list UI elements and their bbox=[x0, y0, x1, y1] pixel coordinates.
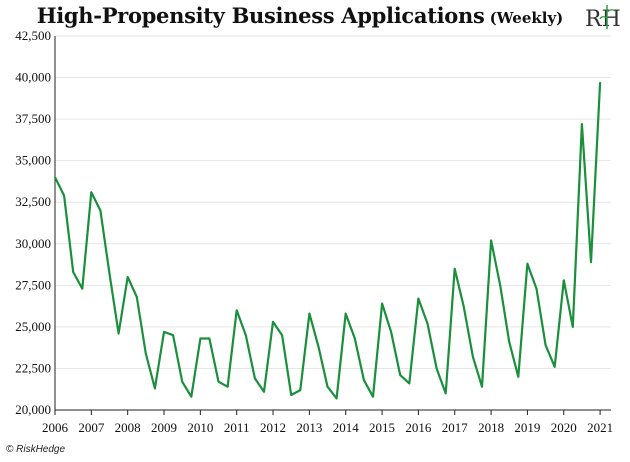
x-tick-label: 2009 bbox=[151, 420, 177, 435]
data-point bbox=[562, 279, 565, 282]
data-point bbox=[163, 331, 165, 333]
data-point bbox=[535, 287, 538, 290]
data-point bbox=[354, 337, 356, 340]
data-point bbox=[54, 176, 56, 179]
x-tick-label: 2017 bbox=[442, 420, 469, 435]
data-point bbox=[499, 284, 501, 287]
data-point bbox=[508, 341, 511, 343]
y-tick-label: 22,500 bbox=[15, 360, 51, 375]
data-point bbox=[363, 379, 365, 381]
x-tick-label: 2010 bbox=[187, 420, 213, 435]
data-point bbox=[145, 352, 147, 355]
data-point bbox=[581, 123, 583, 125]
data-point bbox=[399, 374, 402, 376]
data-point bbox=[417, 297, 420, 300]
data-point bbox=[208, 337, 211, 340]
x-tick-label: 2012 bbox=[260, 420, 286, 435]
data-point bbox=[172, 334, 174, 337]
data-point bbox=[599, 81, 601, 84]
data-point bbox=[590, 261, 592, 263]
data-point bbox=[553, 365, 556, 368]
data-point bbox=[99, 209, 102, 212]
data-point bbox=[272, 321, 274, 323]
data-point bbox=[381, 302, 383, 305]
y-tick-label: 27,500 bbox=[15, 277, 51, 292]
data-point bbox=[572, 326, 574, 328]
data-point bbox=[335, 397, 338, 400]
x-tick-label: 2016 bbox=[405, 420, 432, 435]
data-point bbox=[444, 392, 447, 395]
data-point bbox=[435, 367, 438, 370]
data-point bbox=[326, 385, 329, 388]
x-tick-label: 2019 bbox=[514, 420, 540, 435]
y-tick-label: 30,000 bbox=[15, 236, 51, 251]
data-point bbox=[235, 309, 238, 312]
data-point bbox=[199, 337, 202, 340]
data-point bbox=[481, 385, 483, 388]
data-point bbox=[308, 312, 311, 315]
chart-title-main: High-Propensity Business Applications bbox=[36, 3, 485, 28]
data-point bbox=[72, 271, 74, 273]
data-point bbox=[263, 390, 265, 393]
y-tick-label: 35,000 bbox=[15, 153, 51, 168]
y-tick-label: 20,000 bbox=[15, 402, 51, 417]
x-tick-label: 2018 bbox=[478, 420, 504, 435]
riskhedge-logo: RH bbox=[585, 5, 621, 32]
data-point bbox=[490, 239, 492, 242]
data-point bbox=[517, 375, 520, 378]
data-point bbox=[290, 394, 293, 396]
data-point bbox=[390, 331, 392, 333]
data-point bbox=[63, 194, 65, 197]
data-point bbox=[472, 356, 474, 358]
copyright-footer: © RiskHedge bbox=[6, 444, 66, 455]
data-point bbox=[135, 296, 138, 298]
series-line bbox=[54, 82, 602, 400]
data-point bbox=[317, 346, 320, 348]
data-point bbox=[426, 322, 429, 325]
data-point bbox=[90, 191, 93, 194]
data-point bbox=[408, 382, 411, 385]
x-tick-label: 2014 bbox=[333, 420, 360, 435]
data-point bbox=[344, 312, 347, 315]
grid-layer bbox=[55, 35, 611, 369]
data-point bbox=[117, 332, 120, 335]
y-tick-label: 25,000 bbox=[15, 319, 51, 334]
data-point bbox=[244, 334, 247, 337]
data-point bbox=[81, 287, 84, 290]
series-layer bbox=[54, 81, 602, 400]
x-tick-label: 2006 bbox=[42, 420, 69, 435]
x-tick-label: 2013 bbox=[296, 420, 322, 435]
data-point bbox=[372, 395, 374, 398]
data-point bbox=[217, 380, 220, 383]
x-tick-label: 2021 bbox=[587, 420, 613, 435]
data-point bbox=[281, 334, 283, 337]
x-tick-label: 2008 bbox=[115, 420, 141, 435]
y-tick-label: 37,500 bbox=[15, 111, 51, 126]
data-point bbox=[463, 306, 465, 308]
data-point bbox=[181, 380, 183, 383]
y-tick-label: 32,500 bbox=[15, 194, 51, 209]
data-point bbox=[154, 387, 156, 390]
axis-layer bbox=[54, 36, 611, 415]
data-point bbox=[299, 389, 302, 391]
data-point bbox=[453, 267, 456, 270]
data-point bbox=[526, 262, 529, 265]
chart-title-suffix: (Weekly) bbox=[489, 9, 564, 27]
y-tick-label: 40,000 bbox=[15, 70, 51, 85]
data-point bbox=[226, 385, 229, 388]
x-tick-label: 2007 bbox=[78, 420, 105, 435]
x-tick-label: 2020 bbox=[551, 420, 577, 435]
x-tick-label: 2011 bbox=[224, 420, 250, 435]
data-point bbox=[544, 344, 547, 346]
data-point bbox=[254, 377, 256, 380]
y-tick-label: 42,500 bbox=[15, 28, 51, 43]
data-point bbox=[126, 276, 129, 278]
data-point bbox=[190, 395, 193, 398]
tick-label-layer: 20,000 22,500 25,000 27,500 30,000 32,500 35,0… bbox=[15, 28, 613, 435]
x-tick-label: 2015 bbox=[369, 420, 395, 435]
chart-title: High-Propensity Business Applications (W… bbox=[0, 3, 600, 28]
data-point bbox=[108, 272, 111, 275]
